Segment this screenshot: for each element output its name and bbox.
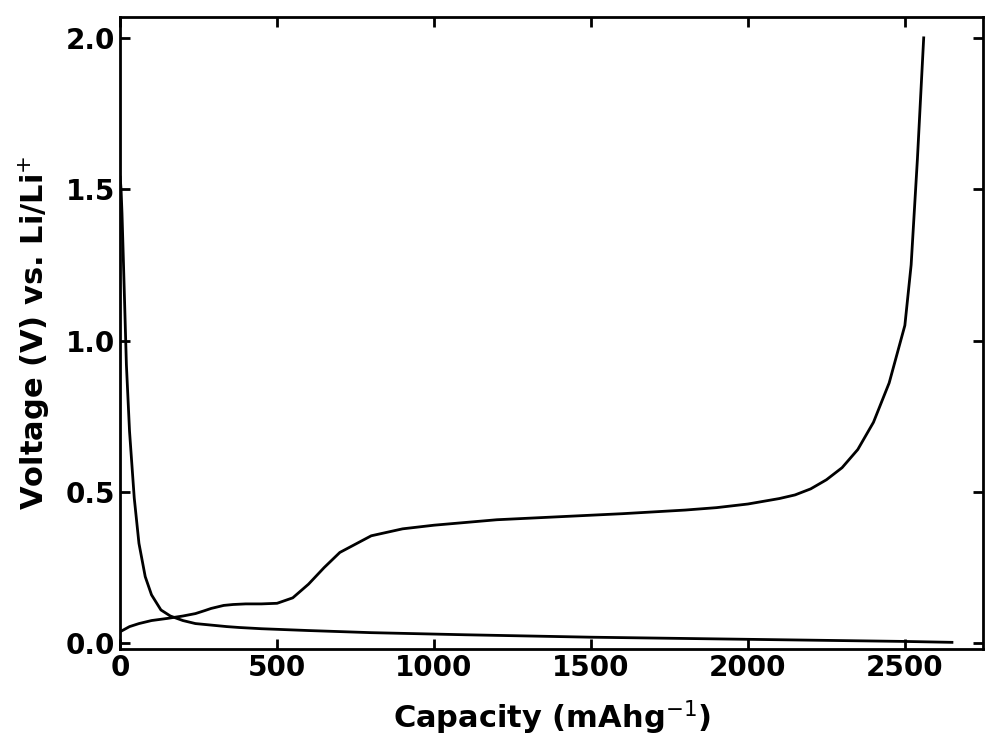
X-axis label: Capacity (mAhg$^{-1}$): Capacity (mAhg$^{-1}$): [393, 699, 711, 737]
Y-axis label: Voltage (V) vs. Li/Li$^{+}$: Voltage (V) vs. Li/Li$^{+}$: [17, 156, 52, 510]
